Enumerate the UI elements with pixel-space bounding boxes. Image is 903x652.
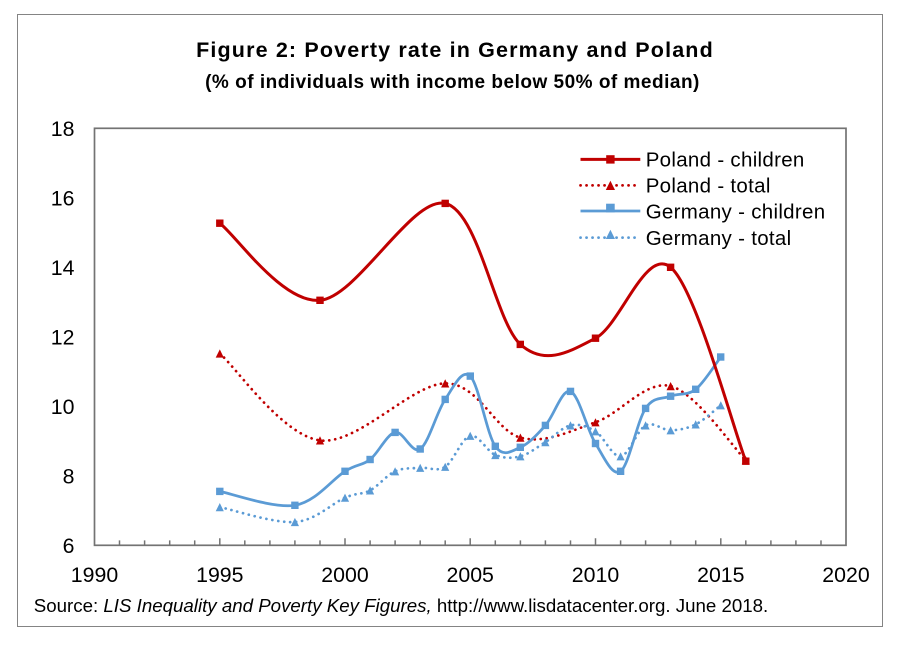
svg-text:2010: 2010 [572, 563, 620, 587]
svg-text:8: 8 [63, 464, 75, 488]
svg-text:2020: 2020 [822, 563, 870, 587]
svg-text:1990: 1990 [71, 563, 119, 587]
svg-text:Source: LIS Inequality and Pov: Source: LIS Inequality and Poverty Key F… [34, 595, 768, 616]
svg-text:12: 12 [51, 325, 75, 349]
svg-text:2015: 2015 [697, 563, 744, 587]
svg-text:(% of individuals with income: (% of individuals with income below 50% … [205, 72, 700, 93]
svg-text:18: 18 [51, 117, 75, 141]
svg-text:Germany - children: Germany - children [646, 200, 826, 223]
svg-text:16: 16 [51, 186, 75, 210]
svg-text:6: 6 [63, 534, 75, 558]
svg-text:Poland - children: Poland - children [646, 149, 805, 172]
svg-text:1995: 1995 [196, 563, 243, 587]
svg-text:10: 10 [51, 395, 75, 419]
svg-text:14: 14 [51, 256, 75, 280]
svg-text:Figure 2: Poverty rate in Germ: Figure 2: Poverty rate in Germany and Po… [196, 38, 714, 62]
svg-text:2005: 2005 [447, 563, 494, 587]
svg-text:Germany - total: Germany - total [646, 227, 792, 250]
svg-text:Poland - total: Poland - total [646, 175, 771, 198]
svg-text:2000: 2000 [321, 563, 369, 587]
